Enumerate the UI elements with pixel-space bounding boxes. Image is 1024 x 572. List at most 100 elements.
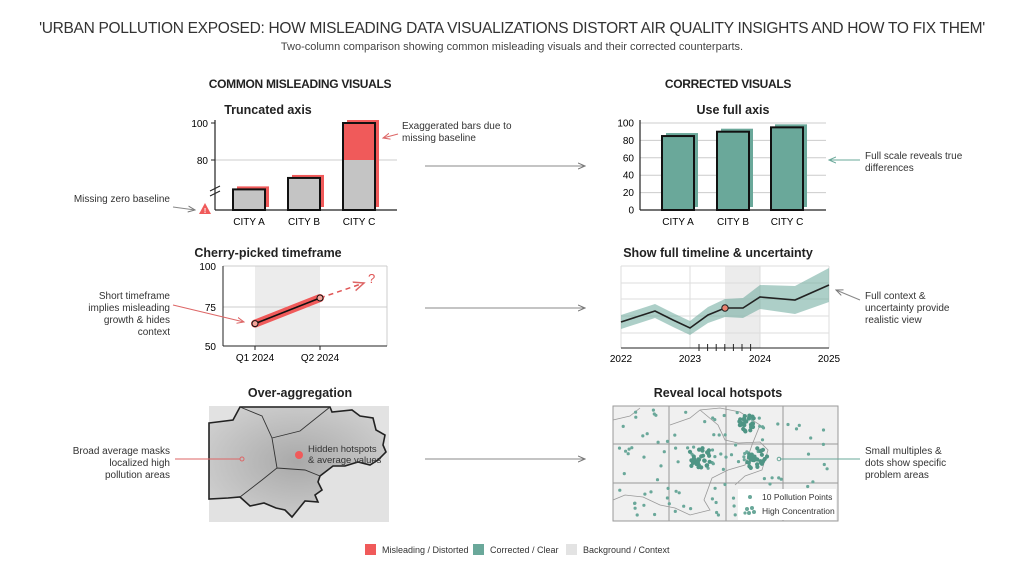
pollution-dot [768, 482, 772, 486]
pollution-dot [758, 424, 762, 428]
full-axis-chart: 100 80 60 40 20 0 CITY A CITY B CITY C [617, 119, 860, 228]
pollution-dot [723, 433, 727, 437]
pollution-dot [729, 453, 734, 457]
pollution-dot [689, 507, 693, 511]
pollution-dot [714, 500, 718, 505]
pollution-dot [825, 467, 829, 471]
y-tick: 40 [623, 171, 635, 182]
bar [716, 130, 750, 211]
missing-baseline-note: Missing zero baseline [73, 194, 170, 205]
y-tick: 0 [628, 206, 634, 217]
y-tick-50: 50 [205, 342, 217, 353]
hotspot-dot [755, 446, 760, 451]
pollution-dot [762, 477, 767, 481]
hotspot-dot [752, 454, 757, 459]
legend-high-concentration: High Concentration [762, 506, 835, 516]
hotspot-dot [741, 426, 746, 432]
x-label-2023: 2023 [679, 354, 702, 365]
hidden-hotspot-dot [295, 451, 303, 459]
trend-line [620, 284, 830, 329]
pollution-dot [713, 455, 717, 459]
left-column-heading: COMMON MISLEADING VISUALS [208, 77, 392, 91]
pollution-dot [627, 447, 631, 451]
hotspot-dot [689, 458, 694, 463]
hotspot-dot [700, 446, 705, 451]
hotspot-dot [759, 452, 765, 457]
axis-break-icon [209, 185, 221, 197]
pollution-dot [716, 513, 721, 517]
pollution-dot [721, 467, 726, 471]
pollution-dot [617, 446, 622, 450]
hotspot-dot [737, 423, 743, 428]
high-concentration-legend-icon [743, 506, 756, 515]
pollution-dot [634, 410, 638, 414]
hotspot-map: 10 Pollution Points High Concentration [612, 405, 860, 522]
pollution-dot [656, 440, 660, 444]
hotspot-dot [748, 465, 753, 470]
pollution-dot [703, 420, 707, 424]
full-scale-note: Full scale reveals true differences [865, 151, 963, 174]
short-timeframe-note: Short timeframe implies misleading growt… [88, 291, 170, 338]
over-aggregation-title: Over-aggregation [247, 386, 353, 400]
pollution-dot [642, 455, 646, 459]
pollution-dot [634, 415, 638, 419]
y-tick: 100 [617, 119, 634, 130]
pollution-dot [666, 486, 670, 490]
truncated-axis-title: Truncated axis [224, 103, 312, 117]
hotspot-dot [689, 463, 694, 468]
truncated-axis-chart: 100 80 ! CITY A CITY B CITY C [172, 119, 399, 228]
hotspot-dot [755, 464, 760, 469]
pollution-dot [732, 504, 736, 508]
pollution-dot [786, 422, 790, 427]
pollution-dot [809, 436, 813, 440]
category-label: CITY A [233, 217, 265, 228]
pollution-dot [745, 450, 749, 454]
hotspot-dot [742, 423, 747, 428]
y-tick-100: 100 [199, 262, 216, 273]
page-subtitle: Two-column comparison showing common mis… [280, 41, 744, 53]
pollution-dot [742, 455, 746, 459]
pollution-dot [622, 472, 626, 476]
hotspot-dot [699, 454, 704, 459]
pollution-dot [797, 423, 801, 427]
pollution-dot [710, 497, 715, 501]
hotspot-dot [747, 452, 752, 457]
pollution-dot [734, 443, 738, 447]
pollution-dot [724, 455, 728, 459]
pollution-dot [624, 449, 628, 453]
legend-background: Background / Context [566, 544, 670, 555]
legend-swatch-teal [473, 544, 484, 555]
hotspot-dot [748, 428, 753, 433]
hotspot-label-line1: Hidden hotspots [308, 444, 377, 455]
y-tick: 80 [623, 136, 635, 147]
y-tick-75: 75 [205, 303, 217, 314]
pollution-dot [776, 422, 780, 426]
pollution-dot [665, 496, 670, 500]
full-timeline-chart: 2022 2023 2024 2025 [610, 265, 861, 365]
hotspot-dot [750, 424, 756, 430]
pollution-dot [722, 413, 726, 418]
hotspot-dot [747, 413, 752, 418]
bar-fill [288, 177, 320, 210]
legend-label: Misleading / Distorted [382, 544, 469, 555]
y-tick-100: 100 [191, 119, 208, 130]
pollution-dot [760, 438, 765, 442]
pollution-dot [649, 490, 653, 494]
pollution-dot [626, 452, 630, 456]
pollution-dot [651, 408, 656, 412]
cherry-picked-chart: 100 75 50 Q1 2024 Q2 2024 ? [172, 262, 388, 364]
pollution-dot [811, 480, 815, 484]
right-column-heading: CORRECTED VISUALS [664, 77, 792, 91]
bar-fill [233, 189, 265, 210]
x-label-2022: 2022 [610, 354, 633, 365]
legend-swatch-red [365, 544, 376, 555]
pollution-dot [676, 460, 680, 464]
pollution-dot [630, 446, 634, 450]
pollution-dot [673, 433, 677, 437]
pollution-dot [717, 433, 721, 437]
hotspot-dot [707, 459, 712, 464]
pollution-dot [677, 491, 681, 495]
pollution-dot [821, 428, 826, 432]
category-label: CITY B [717, 217, 749, 228]
